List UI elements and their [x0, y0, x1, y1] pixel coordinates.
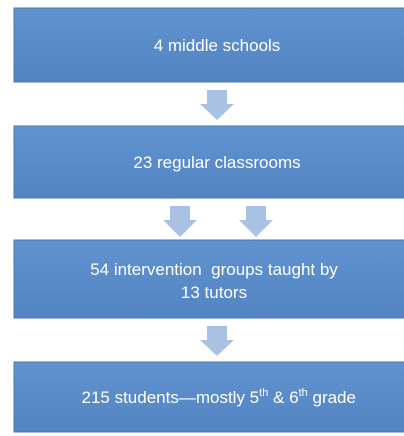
box-label: 23 regular classrooms [133, 153, 300, 172]
box-label: 215 students—mostly 5th & 6th grade [58, 387, 370, 407]
box [13, 7, 404, 83]
arrow [200, 90, 234, 120]
label-part: 215 students—mostly 5 [81, 388, 259, 407]
box-label: 13 tutors [181, 283, 247, 302]
box [13, 239, 404, 319]
superscript: th [259, 387, 268, 399]
superscript: th [299, 387, 308, 399]
arrows [163, 90, 273, 356]
box [13, 125, 404, 199]
label-part: & 6 [268, 388, 298, 407]
box-label: 54 intervention groups taught by [90, 260, 338, 279]
label-part: grade [308, 388, 356, 407]
box-label: 4 middle schools [154, 36, 281, 55]
arrow [200, 326, 234, 356]
arrow [239, 206, 273, 237]
boxes [13, 7, 404, 433]
box [13, 361, 404, 433]
arrow [163, 206, 197, 237]
